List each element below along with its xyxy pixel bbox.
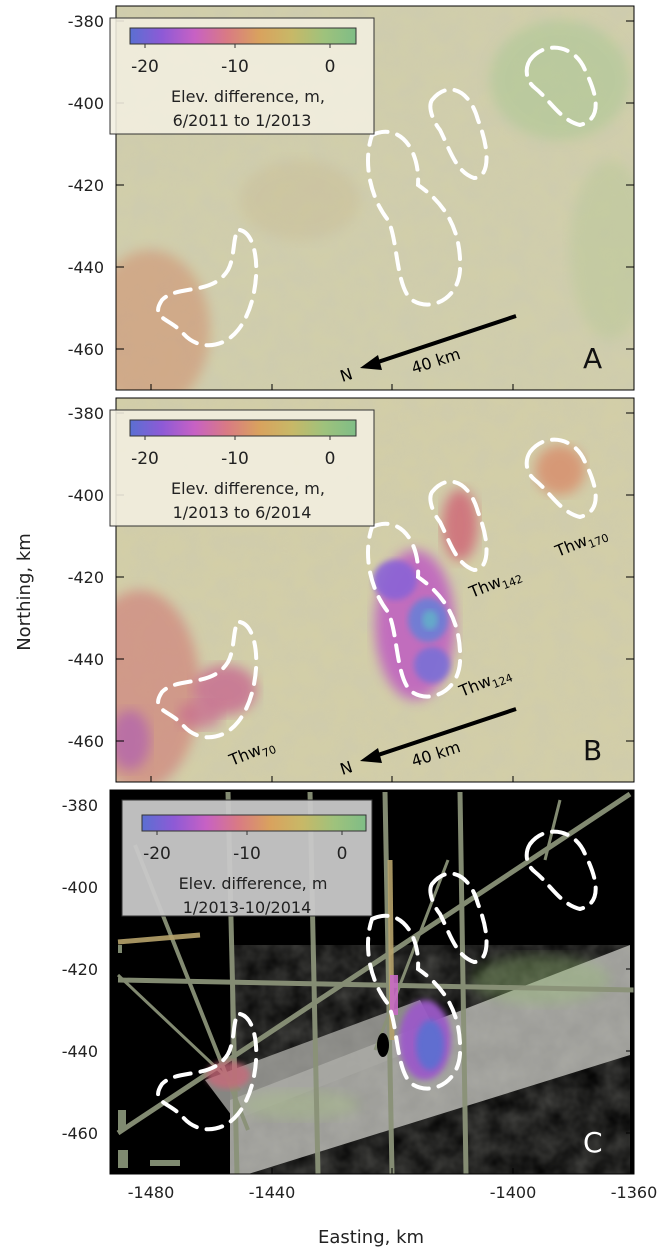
y-tick-label-b: -460 (68, 732, 104, 751)
x-tick-label: -1360 (611, 1183, 658, 1202)
colorbar (141, 814, 367, 832)
legend-title: Elev. difference, m, (171, 479, 325, 498)
panel-letter-b: B (583, 734, 602, 767)
colorbar-tick-label: 0 (325, 449, 336, 469)
colorbar (129, 419, 357, 437)
y-tick-label-c: -460 (62, 1124, 98, 1143)
x-tick-label: -1480 (128, 1183, 175, 1202)
y-tick-label-a: -420 (68, 176, 104, 195)
y-tick-label-b: -380 (68, 404, 104, 423)
y-tick-label-a: -460 (68, 340, 104, 359)
north-label-a: N (338, 364, 355, 386)
y-tick-label-a: -380 (68, 12, 104, 31)
colorbar-tick-label: -10 (221, 57, 249, 77)
panel-b (115, 397, 635, 783)
legend-period: 1/2013 to 6/2014 (173, 503, 312, 522)
colorbar (129, 27, 357, 45)
y-tick-label-c: -440 (62, 1042, 98, 1061)
panel-letter-a: A (583, 342, 602, 375)
lake-outline-thw170-a (524, 45, 598, 128)
lake-outlines (156, 45, 598, 1132)
colorbar-tick-label: 0 (337, 844, 348, 864)
legend-title: Elev. difference, m, (171, 87, 325, 106)
legend-period: 6/2011 to 1/2013 (173, 111, 312, 130)
panel-letter-c: C (583, 1126, 603, 1159)
lake-outline-thw124-b (366, 521, 463, 699)
lake-outline-thw170-c (524, 829, 598, 912)
lake-outline-thw70-a (156, 227, 259, 348)
lake-outline-thw142-b (428, 479, 489, 573)
colorbar-tick-label: -10 (221, 449, 249, 469)
y-tick-label-a: -440 (68, 258, 104, 277)
colorbar-tick-label: 0 (325, 57, 336, 77)
y-tick-label-b: -400 (68, 486, 104, 505)
y-tick-label-c: -380 (62, 796, 98, 815)
lake-outline-thw142-c (428, 871, 489, 965)
y-axis-title: Northing, km (14, 533, 35, 651)
north-label-b: N (338, 757, 355, 779)
y-tick-label-a: -400 (68, 94, 104, 113)
x-tick-label: -1400 (490, 1183, 537, 1202)
y-tick-label-c: -420 (62, 960, 98, 979)
y-tick-label-c: -400 (62, 878, 98, 897)
colorbar-tick-label: -20 (131, 57, 159, 77)
legend-title: Elev. difference, m (179, 874, 328, 893)
lake-outline-thw124-a (366, 129, 463, 307)
lake-outline-thw142-a (428, 87, 489, 181)
x-tick-label: -1440 (249, 1183, 296, 1202)
legend-period: 1/2013-10/2014 (183, 898, 312, 917)
axes: -380 -400 -420 -440 -460 -380 -400 -420 -440 -460… (62, 12, 658, 1202)
y-tick-label-b: -420 (68, 568, 104, 587)
colorbar-tick-label: -20 (143, 844, 171, 864)
lake-outline-thw170-b (524, 437, 598, 520)
lake-outline-thw124-c (366, 913, 463, 1091)
lake-outline-thw70-c (156, 1011, 259, 1132)
x-axis-title: Easting, km (318, 1227, 424, 1248)
colorbar-tick-label: -20 (131, 449, 159, 469)
colorbar-tick-label: -10 (233, 844, 261, 864)
legend-box-c: -20 -10 0 Elev. difference, m 1/2013-10/2014 (121, 799, 373, 917)
y-tick-label-b: -440 (68, 650, 104, 669)
lake-outline-thw70-b (156, 619, 259, 740)
